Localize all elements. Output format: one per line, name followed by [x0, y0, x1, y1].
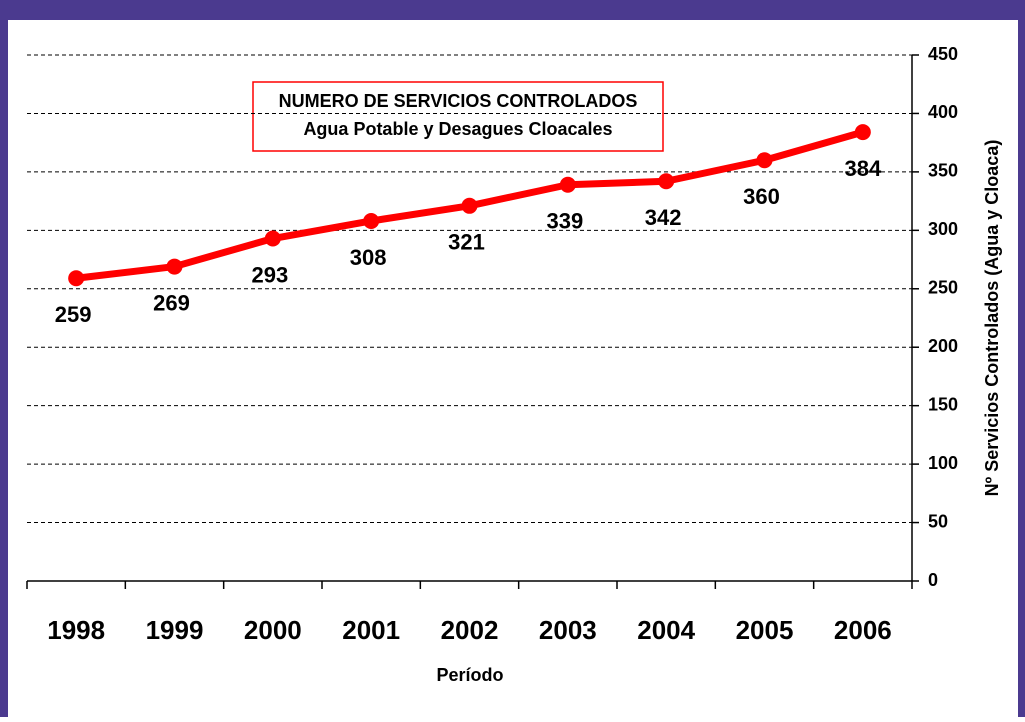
y-axis-label: Nº Servicios Controlados (Agua y Cloaca)	[982, 140, 1002, 497]
data-label: 308	[350, 245, 387, 270]
y-tick-label: 250	[928, 278, 958, 298]
y-tick-label: 150	[928, 394, 958, 414]
x-tick-label: 2000	[244, 615, 302, 645]
x-tick-label: 2001	[342, 615, 400, 645]
data-label: 342	[645, 205, 682, 230]
point	[461, 197, 478, 214]
chart-title: NUMERO DE SERVICIOS CONTROLADOS	[279, 91, 638, 111]
x-tick-label: 2005	[736, 615, 794, 645]
point	[68, 270, 85, 287]
data-label: 259	[55, 302, 92, 327]
point	[756, 152, 773, 169]
point	[559, 176, 576, 193]
point	[166, 258, 183, 275]
data-label: 360	[743, 184, 780, 209]
data-label: 321	[448, 230, 485, 255]
y-tick-label: 200	[928, 336, 958, 356]
title-box	[252, 81, 664, 152]
point	[264, 230, 281, 247]
data-label: 293	[251, 262, 288, 287]
data-label: 269	[153, 290, 190, 315]
point	[363, 212, 380, 229]
point	[658, 173, 675, 190]
x-axis-label: Período	[436, 665, 503, 685]
y-tick-label: 50	[928, 511, 948, 531]
point	[854, 124, 871, 141]
x-tick-label: 2003	[539, 615, 597, 645]
x-tick-label: 1999	[146, 615, 204, 645]
y-tick-label: 350	[928, 161, 958, 181]
x-tick-label: 2002	[441, 615, 499, 645]
y-tick-label: 100	[928, 453, 958, 473]
y-tick-label: 0	[928, 570, 938, 590]
x-tick-label: 2006	[834, 615, 892, 645]
y-tick-label: 300	[928, 219, 958, 239]
y-tick-label: 400	[928, 102, 958, 122]
data-label: 384	[844, 156, 881, 181]
data-label: 339	[546, 209, 583, 234]
x-tick-label: 1998	[47, 615, 105, 645]
chart-subtitle: Agua Potable y Desagues Cloacales	[303, 119, 612, 139]
y-tick-label: 450	[928, 44, 958, 64]
x-tick-label: 2004	[637, 615, 695, 645]
